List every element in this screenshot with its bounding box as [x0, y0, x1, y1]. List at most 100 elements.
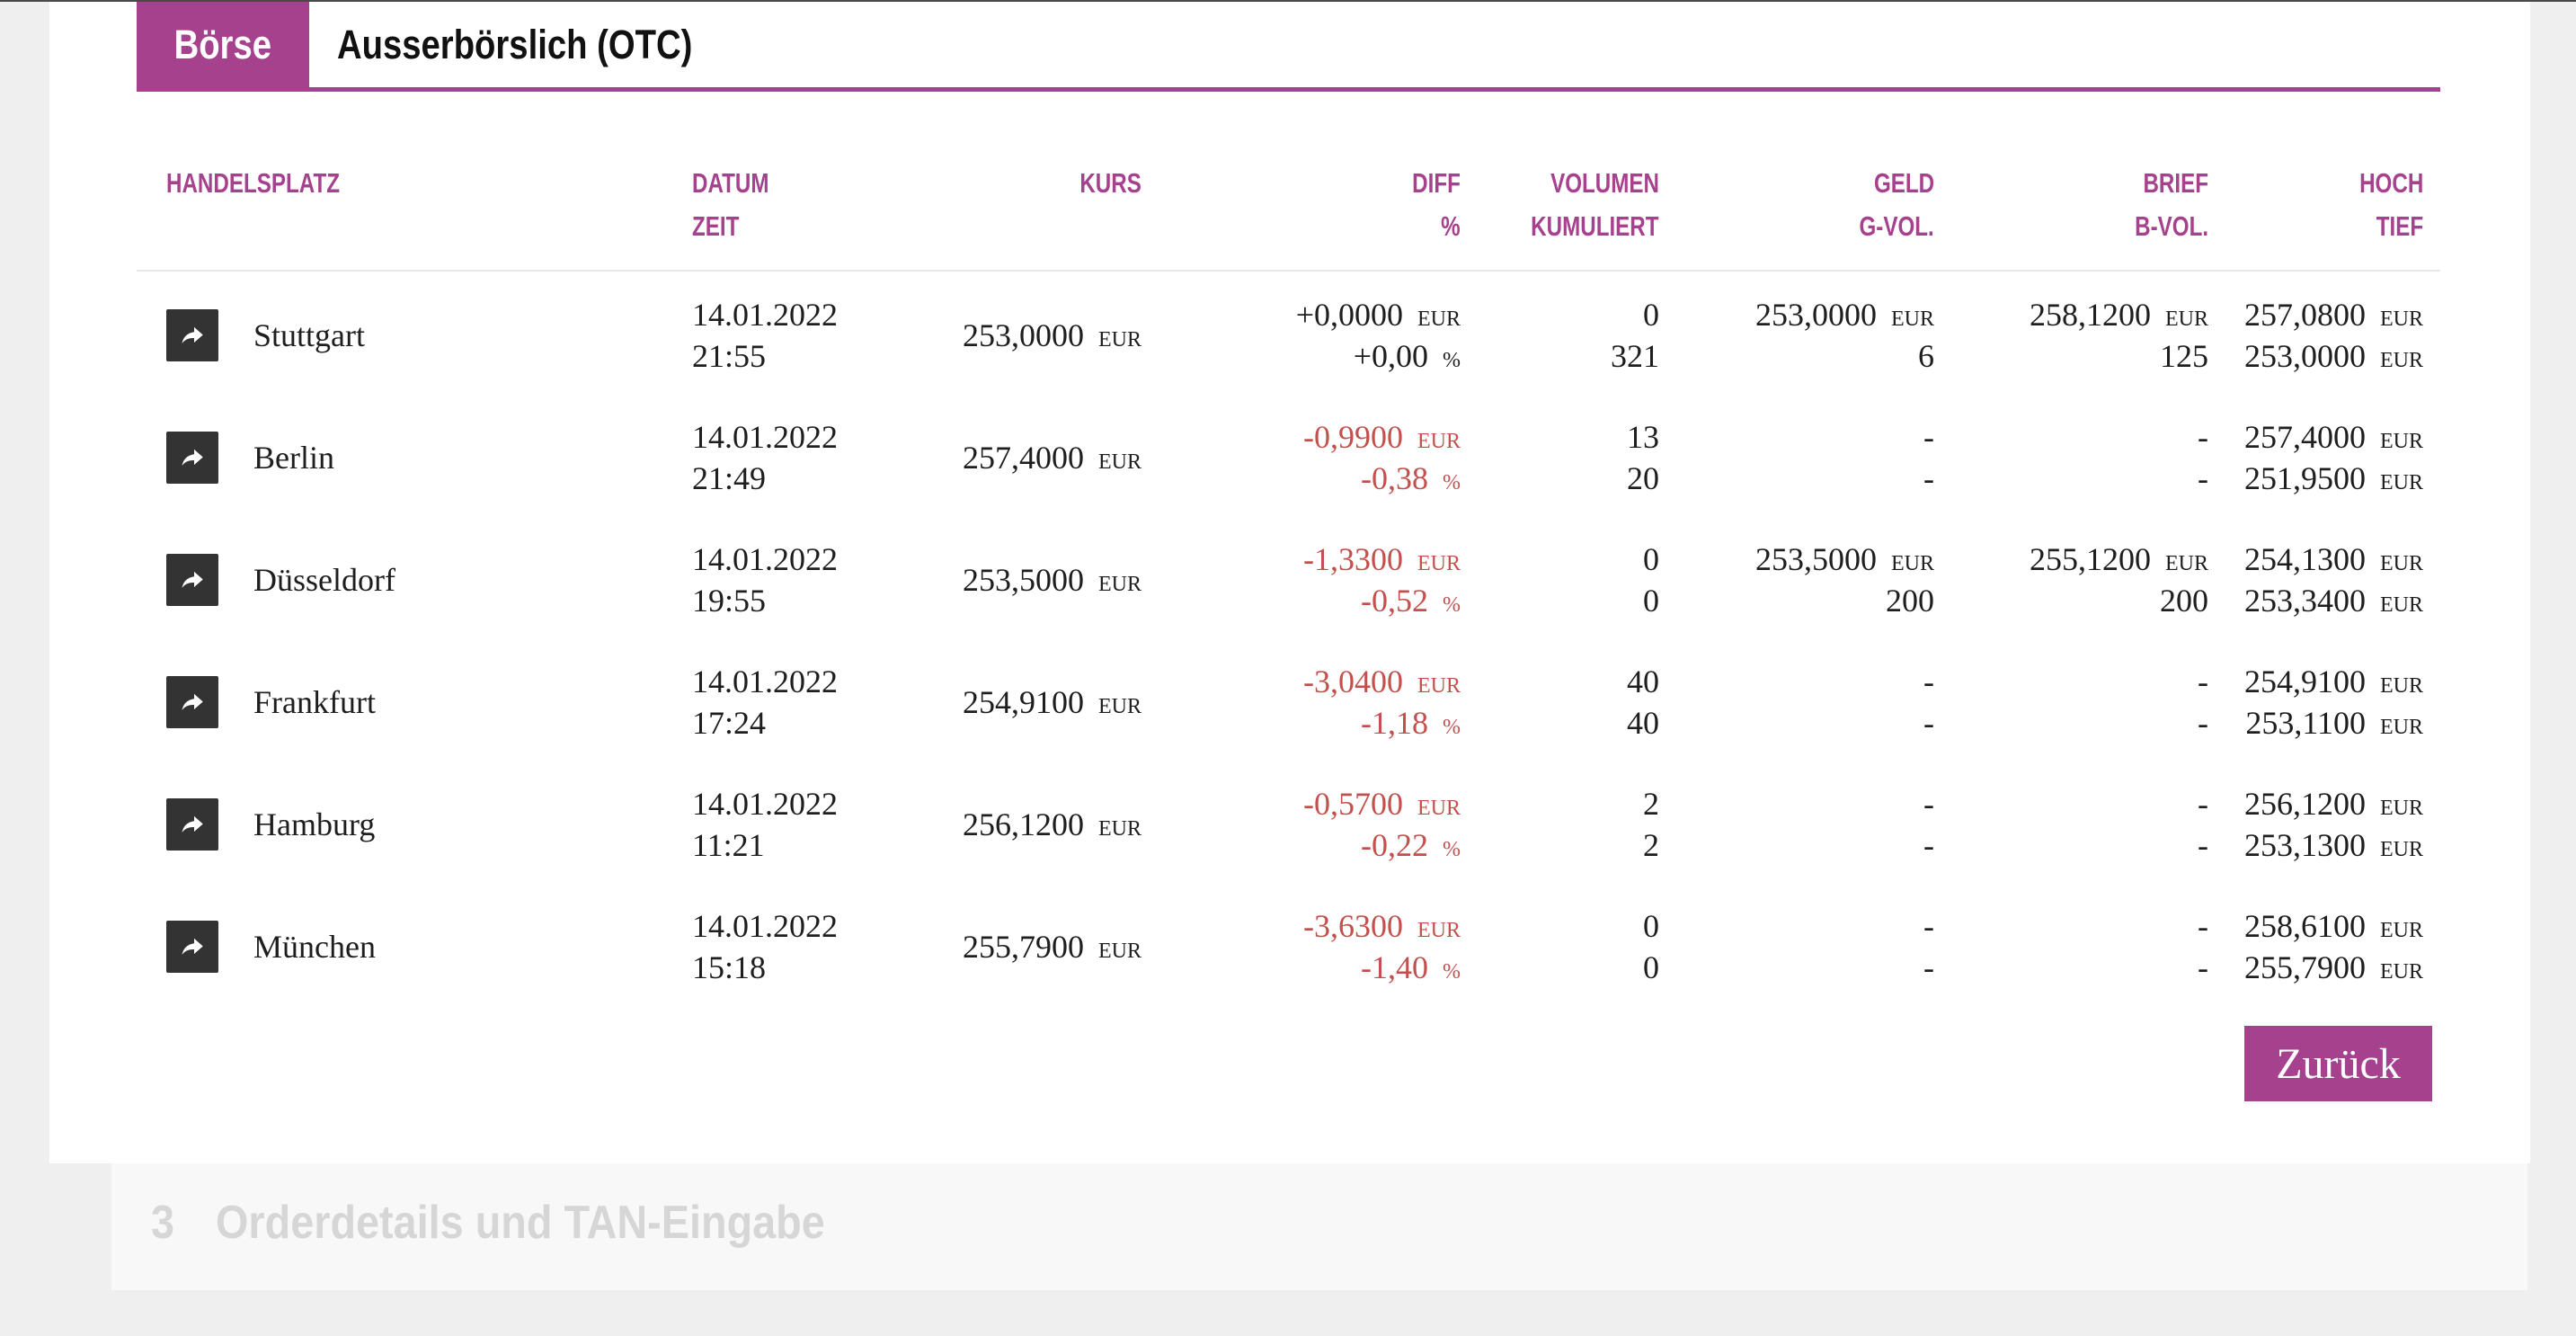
venue-name[interactable]: Hamburg [253, 806, 376, 842]
step-number-text: 3 [151, 1197, 175, 1249]
high-low-cell: 256,1200 EUR 253,1300 EUR [2208, 783, 2423, 866]
diff-percent-value: -1,18% [1141, 702, 1461, 744]
low-value: 251,9500 EUR [2208, 458, 2423, 499]
ask-value: 258,1200 EUR [1934, 294, 2208, 335]
trade-date-text: 14.01.2022 [692, 908, 838, 944]
col-header-volume-label: VOLUMEN [1550, 167, 1659, 199]
ask-value: 255,1200 EUR [1934, 539, 2208, 580]
bid-value-text: - [1923, 664, 1934, 699]
volume-cumulative-value-text: 2 [1643, 827, 1659, 863]
diff-value: -0,5700 EUR [1141, 783, 1461, 824]
bid-cell: -- [1659, 905, 1934, 988]
share-arrow-icon[interactable] [166, 432, 218, 484]
share-arrow-icon[interactable] [166, 921, 218, 973]
table-row[interactable]: Düsseldorf 14.01.2022 19:55 253,5000 EUR -1,3… [137, 519, 2440, 641]
price-value: 256,1200 EUR [946, 804, 1141, 845]
trade-time-text: 19:55 [692, 583, 767, 619]
price-cell: 254,9100 EUR [946, 681, 1141, 723]
ask-value-text: - [2198, 664, 2208, 699]
col-header-high-label: HOCH [2358, 167, 2423, 199]
share-arrow-icon[interactable] [166, 554, 218, 606]
diff-value-text: +0,0000 [1295, 297, 1403, 333]
price-value-text: 255,7900 [963, 929, 1084, 965]
ask-cell: -- [1934, 416, 2208, 499]
volume-cell: 40 40 [1461, 661, 1659, 744]
col-header-diff: DIFF % [1141, 162, 1461, 270]
volume-cumulative-value-text: 0 [1643, 949, 1659, 985]
bid-value-text: - [1923, 419, 1934, 455]
price-value-text: 253,0000 [963, 317, 1084, 353]
currency-label: EUR [1417, 430, 1461, 453]
venue-name[interactable]: Berlin [253, 440, 334, 476]
price-value: 253,5000 EUR [946, 559, 1141, 601]
tab-otc[interactable]: Ausserbörslich (OTC) [337, 0, 755, 90]
venue-name[interactable]: Düsseldorf [253, 562, 395, 598]
venue-name[interactable]: Stuttgart [253, 317, 365, 353]
diff-cell: -0,5700 EUR -0,22% [1141, 783, 1461, 866]
diff-percent-value-text: +0,00 [1353, 338, 1428, 374]
diff-value: -1,3300 EUR [1141, 539, 1461, 580]
date-time-cell: 14.01.2022 19:55 [692, 539, 946, 621]
bid-value: - [1659, 416, 1934, 458]
price-cell: 256,1200 EUR [946, 804, 1141, 845]
bid-volume-value: - [1659, 824, 1934, 866]
currency-label: EUR [2380, 797, 2423, 820]
header-line: VOLUMEN [1461, 162, 1659, 205]
diff-value-text: -3,0400 [1303, 664, 1403, 699]
low-value: 255,7900 EUR [2208, 947, 2423, 988]
share-arrow-icon[interactable] [166, 798, 218, 851]
ask-volume-value-text: - [2198, 827, 2208, 863]
step-title-text: Orderdetails und TAN-Eingabe [216, 1197, 825, 1249]
diff-percent-value: -0,22% [1141, 824, 1461, 866]
ask-cell: 255,1200 EUR 200 [1934, 539, 2208, 621]
share-arrow-icon[interactable] [166, 676, 218, 728]
trade-date: 14.01.2022 [692, 905, 946, 947]
header-line: KURS [946, 162, 1141, 205]
table-row[interactable]: Stuttgart 14.01.2022 21:55 253,0000 EUR +0,00… [137, 274, 2440, 396]
ask-volume-value: 125 [1934, 335, 2208, 377]
ask-value: - [1934, 416, 2208, 458]
volume-cumulative-value-text: 321 [1611, 338, 1659, 374]
next-step-panel[interactable]: 3 Orderdetails und TAN-Eingabe [111, 1163, 2527, 1290]
table-row[interactable]: Frankfurt 14.01.2022 17:24 254,9100 EUR -3,04… [137, 641, 2440, 763]
trade-time-text: 15:18 [692, 949, 767, 985]
trade-date: 14.01.2022 [692, 294, 946, 335]
low-value: 253,0000 EUR [2208, 335, 2423, 377]
high-low-cell: 258,6100 EUR 255,7900 EUR [2208, 905, 2423, 988]
venue-name[interactable]: München [253, 929, 376, 965]
trade-time-text: 21:55 [692, 338, 767, 374]
col-header-high-low: HOCH TIEF [2208, 162, 2423, 270]
diff-percent-value-text: -0,52 [1361, 583, 1428, 619]
bid-cell: -- [1659, 661, 1934, 744]
table-row[interactable]: Berlin 14.01.2022 21:49 257,4000 EUR -0,9900 E… [137, 396, 2440, 519]
bid-volume-value-text: - [1923, 827, 1934, 863]
table-row[interactable]: München 14.01.2022 15:18 255,7900 EUR -3,6300… [137, 886, 2440, 1008]
high-value-text: 254,1300 [2244, 541, 2366, 577]
trade-time: 15:18 [692, 947, 946, 988]
diff-value-text: -1,3300 [1303, 541, 1403, 577]
volume-cumulative-value-text: 40 [1627, 705, 1659, 741]
venue-name[interactable]: Frankfurt [253, 684, 376, 720]
diff-percent-value: -1,40% [1141, 947, 1461, 988]
diff-percent-value: -0,52% [1141, 580, 1461, 621]
percent-label: % [1443, 593, 1461, 617]
price-cell: 255,7900 EUR [946, 926, 1141, 967]
share-arrow-icon[interactable] [166, 309, 218, 361]
table-header: HANDELSPLATZ DATUM ZEIT KURS DIFF % VOLU… [137, 162, 2440, 272]
ask-cell: -- [1934, 783, 2208, 866]
trade-time: 11:21 [692, 824, 946, 866]
ask-cell: 258,1200 EUR 125 [1934, 294, 2208, 377]
low-value-text: 253,1100 [2245, 705, 2366, 741]
high-value: 256,1200 EUR [2208, 783, 2423, 824]
bid-value-text: - [1923, 786, 1934, 822]
diff-percent-value-text: -1,18 [1361, 705, 1428, 741]
currency-label: EUR [1098, 450, 1141, 474]
currency-label: EUR [1417, 797, 1461, 820]
back-button[interactable]: Zurück [2244, 1026, 2432, 1101]
currency-label: EUR [2380, 430, 2423, 453]
trade-date: 14.01.2022 [692, 416, 946, 458]
table-row[interactable]: Hamburg 14.01.2022 11:21 256,1200 EUR -0,5700… [137, 763, 2440, 886]
tab-exchange[interactable]: Börse [137, 0, 309, 90]
volume-value-text: 2 [1643, 786, 1659, 822]
